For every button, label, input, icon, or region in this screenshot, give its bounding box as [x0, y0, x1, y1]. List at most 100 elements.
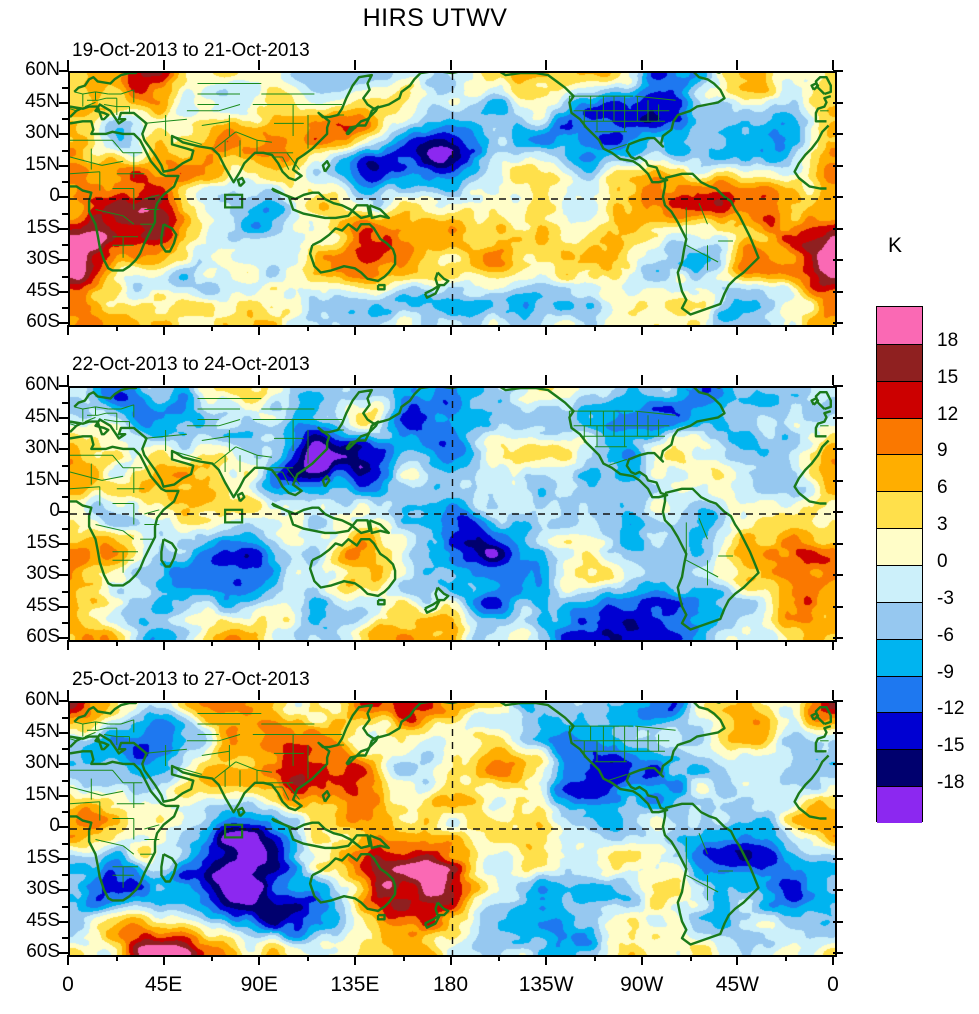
- y-axis-major-tick: [59, 605, 69, 608]
- reference-box: [224, 508, 244, 524]
- colorbar-level-divider: [877, 417, 922, 419]
- y-axis-major-tick-right: [833, 700, 843, 702]
- x-axis-minor-tick: [402, 955, 405, 961]
- y-axis-major-tick: [59, 700, 69, 702]
- x-axis-major-tick: [831, 640, 834, 650]
- x-axis-minor-tick: [593, 955, 596, 961]
- x-axis-major-tick: [162, 640, 165, 650]
- x-axis-major-tick-top: [736, 60, 739, 70]
- y-axis-tick-label: 45S: [26, 594, 60, 616]
- colorbar-swatch: [877, 380, 922, 418]
- y-axis-tick-label: 0: [49, 815, 60, 836]
- y-axis-major-tick: [59, 511, 69, 513]
- x-axis-major-tick: [449, 325, 452, 335]
- y-axis-minor-tick: [62, 779, 68, 782]
- y-axis-major-tick: [59, 479, 69, 482]
- y-axis-minor-tick: [62, 496, 68, 499]
- y-axis-minor-tick: [62, 842, 68, 845]
- x-axis-major-tick: [258, 955, 261, 965]
- colorbar-tick-label: 12: [937, 403, 959, 425]
- x-axis-major-tick-top: [640, 690, 643, 700]
- reference-box: [224, 193, 244, 209]
- y-axis-minor-tick: [62, 244, 68, 247]
- y-axis-tick-label: 15N: [25, 783, 60, 805]
- map-plot-area-1: [68, 71, 837, 327]
- panel-title-3: 25-Oct-2013 to 27-Oct-2013: [72, 669, 310, 690]
- x-axis-major-tick-top: [353, 375, 356, 385]
- x-axis-major-tick: [67, 325, 69, 335]
- y-axis-major-tick-right: [833, 196, 843, 198]
- x-axis-major-tick: [640, 955, 643, 965]
- x-axis-minor-tick: [115, 955, 118, 961]
- y-axis-minor-tick: [62, 307, 68, 310]
- x-axis-tick-label: 0: [62, 973, 74, 996]
- y-axis-tick-label: 60N: [25, 59, 60, 80]
- y-axis-tick-label: 60S: [26, 626, 60, 647]
- colorbar-level-divider: [877, 749, 922, 751]
- y-axis-major-tick: [59, 227, 69, 230]
- y-axis-tick-label: 30S: [26, 878, 60, 899]
- x-axis-minor-tick: [689, 955, 692, 961]
- x-axis-major-tick: [640, 325, 643, 335]
- x-axis-minor-tick: [211, 955, 214, 961]
- y-axis-major-tick-right: [833, 542, 843, 545]
- y-axis-tick-label: 15N: [25, 468, 60, 490]
- y-axis-tick-label: 45N: [25, 90, 60, 112]
- y-axis-tick-label: 15S: [26, 846, 60, 868]
- y-axis-minor-tick: [62, 527, 68, 530]
- y-axis-minor-tick: [62, 716, 68, 719]
- y-axis-major-tick-right: [833, 322, 843, 324]
- y-axis-minor-tick: [62, 622, 68, 625]
- y-axis-major-tick-right: [833, 385, 843, 387]
- x-axis-major-tick: [67, 640, 69, 650]
- y-axis-tick-label: 15N: [25, 153, 60, 175]
- y-axis-tick-label: 15S: [26, 216, 60, 238]
- x-axis-major-tick-top: [545, 60, 548, 70]
- x-axis-major-tick: [545, 325, 548, 335]
- colorbar-swatch: [877, 565, 922, 602]
- y-axis-tick-label: 0: [49, 185, 60, 206]
- y-axis-major-tick-right: [833, 133, 843, 135]
- y-axis-major-tick-right: [833, 290, 843, 293]
- y-axis-major-tick-right: [833, 164, 843, 167]
- y-axis-major-tick-right: [833, 227, 843, 230]
- x-axis-major-tick-top: [831, 375, 834, 385]
- x-axis-minor-tick: [785, 955, 788, 961]
- y-axis-major-tick-right: [833, 416, 843, 419]
- y-axis-major-tick: [59, 101, 69, 104]
- y-axis-major-tick: [59, 385, 69, 387]
- x-axis-major-tick-top: [640, 375, 643, 385]
- colorbar-swatch: [877, 454, 922, 492]
- map-plot-area-2: [68, 386, 837, 642]
- colorbar-swatch: [877, 749, 922, 787]
- y-axis-major-tick-right: [833, 857, 843, 860]
- y-axis-minor-tick: [62, 748, 68, 751]
- colorbar-level-divider: [877, 343, 922, 345]
- map-vector-overlay-3: [70, 703, 835, 955]
- x-axis-major-tick: [67, 955, 69, 965]
- colorbar-tick-label: -15: [937, 735, 965, 757]
- y-axis-major-tick-right: [833, 511, 843, 513]
- y-axis-major-tick-right: [833, 574, 843, 576]
- x-axis-minor-tick: [115, 325, 118, 331]
- x-axis-tick-label: 90E: [240, 973, 278, 996]
- colorbar-swatch: [877, 528, 922, 565]
- y-axis-tick-label: 60S: [26, 311, 60, 332]
- x-axis-tick-label: 45W: [715, 973, 759, 996]
- x-axis-minor-tick: [785, 640, 788, 646]
- x-axis-major-tick: [353, 955, 356, 965]
- x-axis-major-tick-top: [258, 690, 261, 700]
- x-axis-minor-tick: [498, 325, 501, 331]
- y-axis-minor-tick: [62, 905, 68, 908]
- x-axis-major-tick-top: [67, 375, 69, 385]
- x-axis-major-tick: [736, 955, 739, 965]
- x-axis-minor-tick: [307, 325, 310, 331]
- x-axis-major-tick: [162, 955, 165, 965]
- y-axis-major-tick-right: [833, 70, 843, 72]
- x-axis-minor-tick: [115, 640, 118, 646]
- y-axis-tick-label: 45S: [26, 909, 60, 931]
- y-axis-major-tick: [59, 542, 69, 545]
- y-axis-major-tick-right: [833, 259, 843, 261]
